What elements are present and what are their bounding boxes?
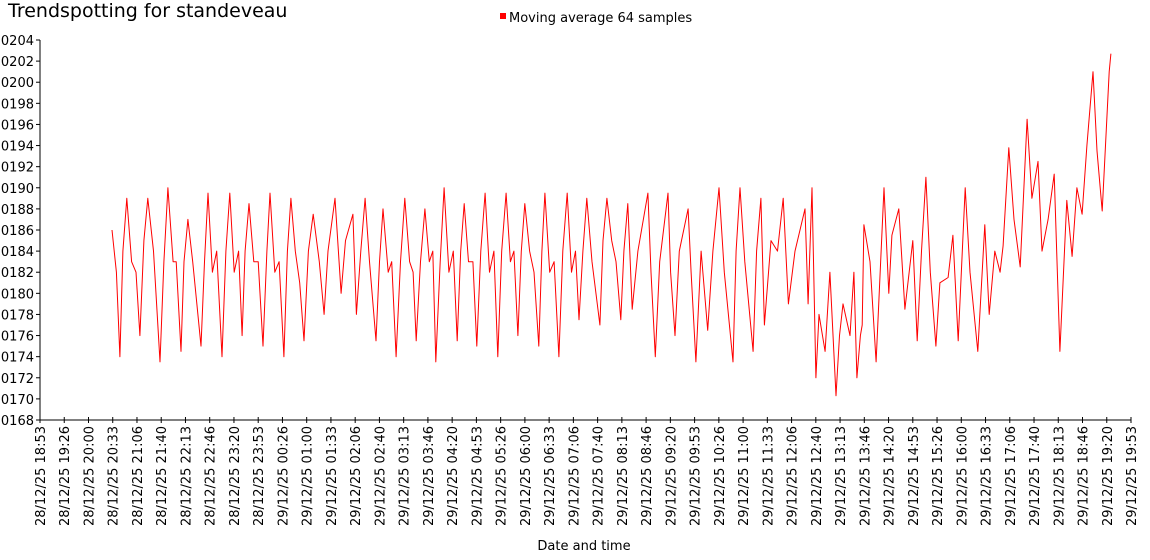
- series-line-moving-average: [111, 53, 1112, 397]
- x-tick-label: 29/12/25 02:40: [373, 426, 388, 526]
- x-tick-label: 29/12/25 07:06: [567, 426, 582, 526]
- x-tick-label: 29/12/25 19:20: [1101, 426, 1116, 526]
- x-tick-label: 29/12/25 12:06: [786, 426, 801, 526]
- x-tick-label: 29/12/25 13:46: [858, 426, 873, 526]
- x-tick-label: 29/12/25 17:06: [1004, 426, 1019, 526]
- y-tick-label: 0202: [1, 55, 34, 70]
- x-tick-label: 28/12/25 18:53: [34, 426, 49, 526]
- x-tick-label: 29/12/25 16:33: [980, 426, 995, 526]
- y-tick-label: 0178: [1, 308, 34, 323]
- x-tick-label: 29/12/25 06:33: [543, 426, 558, 526]
- y-tick-label: 0188: [1, 203, 34, 218]
- x-tick-label: 29/12/25 18:46: [1077, 426, 1092, 526]
- x-tick-label: 29/12/25 08:13: [616, 426, 631, 526]
- x-tick-label: 29/12/25 18:13: [1052, 426, 1067, 526]
- legend-label: Moving average 64 samples: [509, 11, 692, 26]
- x-tick-label: 29/12/25 09:20: [664, 426, 679, 526]
- x-axis: 28/12/25 18:53 28/12/25 19:26 28/12/25 20:…: [34, 417, 1140, 526]
- x-tick-label: 28/12/25 22:46: [204, 426, 219, 526]
- x-tick-label: 29/12/25 07:40: [592, 426, 607, 526]
- x-tick-label: 28/12/25 23:53: [252, 426, 267, 526]
- x-tick-label: 29/12/25 13:13: [834, 426, 849, 526]
- y-tick-label: 0192: [1, 161, 34, 176]
- y-tick-label: 0176: [1, 330, 34, 345]
- x-axis-title: Date and time: [537, 539, 630, 554]
- x-tick-label: 29/12/25 09:53: [689, 426, 704, 526]
- x-tick-label: 29/12/25 03:46: [422, 426, 437, 526]
- x-tick-label: 29/12/25 11:33: [761, 426, 776, 526]
- x-tick-label: 28/12/25 22:13: [179, 426, 194, 526]
- x-tick-label: 29/12/25 16:00: [955, 426, 970, 526]
- x-tick-label: 28/12/25 19:26: [58, 426, 73, 526]
- x-tick-label: 29/12/25 03:13: [398, 426, 413, 526]
- y-tick-label: 0198: [1, 97, 34, 112]
- x-tick-label: 29/12/25 04:20: [446, 426, 461, 526]
- x-tick-label: 29/12/25 17:40: [1028, 426, 1043, 526]
- x-tick-label: 29/12/25 04:53: [470, 426, 485, 526]
- x-tick-label: 29/12/25 00:26: [276, 426, 291, 526]
- y-tick-label: 0184: [1, 245, 34, 260]
- x-tick-label: 29/12/25 05:26: [495, 426, 510, 526]
- y-tick-label: 0172: [1, 372, 34, 387]
- x-tick-label: 29/12/25 14:53: [907, 426, 922, 526]
- y-tick-label: 0190: [1, 182, 34, 197]
- x-tick-label: 29/12/25 01:33: [325, 426, 340, 526]
- x-tick-label: 28/12/25 21:06: [131, 426, 146, 526]
- x-tick-label: 28/12/25 20:00: [82, 426, 97, 526]
- y-tick-label: 0170: [1, 393, 34, 408]
- x-tick-label: 29/12/25 14:20: [883, 426, 898, 526]
- x-tick-label: 28/12/25 23:20: [228, 426, 243, 526]
- x-tick-label: 29/12/25 01:00: [301, 426, 316, 526]
- legend-swatch: [500, 13, 506, 19]
- x-tick-label: 29/12/25 15:26: [931, 426, 946, 526]
- y-tick-label: 0186: [1, 224, 34, 239]
- legend: Moving average 64 samples: [500, 11, 692, 26]
- series-layer: [111, 53, 1112, 397]
- x-tick-label: 29/12/25 11:00: [737, 426, 752, 526]
- chart-title: Trendspotting for standeveau: [7, 0, 287, 22]
- x-tick-label: 28/12/25 21:40: [155, 426, 170, 526]
- y-tick-label: 0200: [1, 76, 34, 91]
- x-tick-label: 29/12/25 08:46: [640, 426, 655, 526]
- y-tick-label: 0168: [1, 414, 34, 429]
- x-tick-label: 29/12/25 12:40: [810, 426, 825, 526]
- y-axis: 0168 0170 0172 0174 0176 0178 0180 0182 0184 0186…: [1, 34, 41, 429]
- y-tick-label: 0182: [1, 266, 34, 281]
- x-tick-label: 28/12/25 20:33: [107, 426, 122, 526]
- y-tick-label: 0180: [1, 287, 34, 302]
- x-tick-label: 29/12/25 10:26: [713, 426, 728, 526]
- x-tick-label: 29/12/25 19:53: [1125, 426, 1140, 526]
- y-tick-label: 0196: [1, 118, 34, 133]
- y-tick-label: 0194: [1, 140, 34, 155]
- x-tick-label: 29/12/25 02:06: [349, 426, 364, 526]
- x-tick-label: 29/12/25 06:00: [519, 426, 534, 526]
- y-tick-label: 0204: [1, 34, 34, 49]
- y-tick-label: 0174: [1, 351, 34, 366]
